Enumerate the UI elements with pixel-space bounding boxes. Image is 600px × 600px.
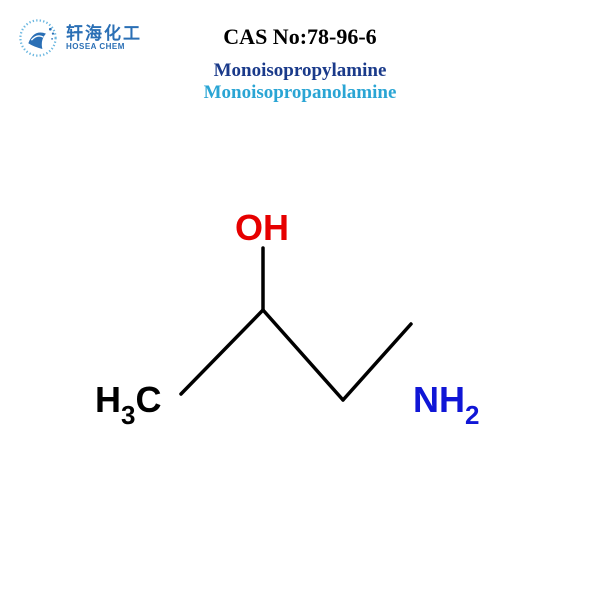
compound-name-primary: Monoisopropylamine bbox=[0, 60, 600, 82]
atom-ch3: H3C bbox=[95, 382, 161, 424]
bonds-svg bbox=[95, 210, 515, 470]
chemical-structure: OH H3C NH2 bbox=[95, 210, 515, 470]
compound-name-secondary: Monoisopropanolamine bbox=[0, 82, 600, 104]
header: CAS No:78-96-6 Monoisopropylamine Monois… bbox=[0, 24, 600, 104]
atom-oh: OH bbox=[235, 210, 289, 246]
cas-number: CAS No:78-96-6 bbox=[0, 24, 600, 50]
atom-nh2: NH2 bbox=[413, 382, 479, 424]
cas-value: 78-96-6 bbox=[307, 24, 377, 49]
cas-label: CAS No: bbox=[223, 24, 307, 49]
